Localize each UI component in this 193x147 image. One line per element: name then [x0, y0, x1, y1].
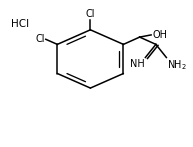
Text: Cl: Cl — [86, 9, 95, 19]
Text: NH: NH — [130, 59, 144, 69]
Text: OH: OH — [152, 30, 167, 40]
Text: HCl: HCl — [11, 19, 29, 29]
Text: NH$_2$: NH$_2$ — [167, 59, 187, 72]
Text: Cl: Cl — [35, 34, 45, 44]
